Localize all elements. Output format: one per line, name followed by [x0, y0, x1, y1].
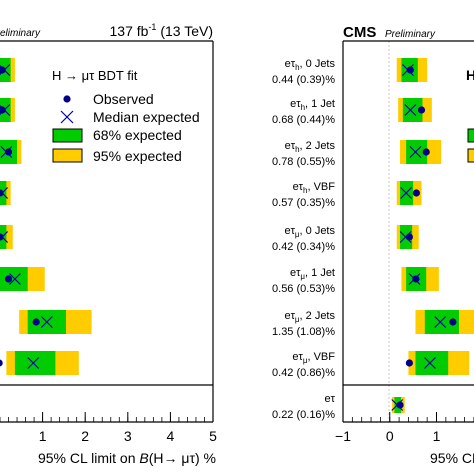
left-band68-5 — [0, 267, 28, 291]
left-median-5 — [8, 273, 21, 285]
left-tick-label-0: 1 — [39, 428, 47, 444]
left-legend: H → μτ BDT fit Observed Median expected … — [52, 68, 200, 164]
right-tick-label-2: 1 — [433, 428, 441, 444]
left-tick-label-4: 5 — [209, 428, 217, 444]
right-median-3 — [400, 187, 413, 199]
left-observed-4 — [0, 233, 4, 241]
legend-68-label: 68% expected — [93, 127, 182, 143]
right-observed-0 — [406, 66, 414, 74]
right-band68-7 — [415, 351, 449, 375]
right-observed-2 — [422, 148, 430, 156]
left-tick-label-3: 4 — [167, 428, 175, 444]
xlabel-b: B — [139, 450, 148, 466]
legend-95-swatch — [52, 148, 83, 163]
right-legend-title-fragment: H — [466, 67, 474, 83]
left-panel: 1 2 3 4 5 Preliminary 137 fb-1 (13 TeV) H → … — [0, 22, 217, 466]
left-lumi-label: 137 fb-1 (13 TeV) — [110, 22, 214, 39]
right-band68-2 — [406, 140, 428, 164]
legend-68-swatch — [52, 128, 83, 143]
left-axis-ticks: 1 2 3 4 5 — [0, 412, 217, 444]
category-name-1: eτh, 1 Jet — [290, 98, 335, 112]
xlabel-suffix: (H→ μτ) % — [149, 450, 216, 466]
category-name-4: eτμ, 0 Jets — [284, 225, 335, 239]
left-tick-label-2: 3 — [124, 428, 132, 444]
right-panel: eτh, 0 Jets 0.44 (0.39)% eτh, 1 Jet 0.68 (0… — [272, 24, 474, 466]
category-limit-5: 0.56 (0.53)% — [272, 283, 335, 295]
right-tick-label-0: −1 — [335, 428, 351, 444]
right-observed-4 — [405, 233, 413, 241]
right-category-labels: eτh, 0 Jets 0.44 (0.39)% eτh, 1 Jet 0.68 (0… — [272, 58, 336, 421]
left-observed-0 — [0, 66, 6, 74]
left-observed-6 — [32, 318, 40, 326]
left-median-6 — [40, 316, 53, 328]
category-limit-7: 0.42 (0.86)% — [272, 367, 335, 379]
right-observed-8 — [396, 401, 404, 409]
right-x-axis-label: 95% CL — [430, 450, 474, 466]
right-median-6 — [434, 316, 447, 328]
right-legend-68-swatch-fragment — [467, 128, 474, 143]
right-legend-95-swatch-fragment — [467, 148, 474, 163]
category-name-7: eτμ, VBF — [292, 351, 335, 365]
lumi-value: 137 fb — [110, 23, 149, 39]
xlabel-prefix: 95% CL limit on — [38, 450, 139, 466]
legend-95-label: 95% expected — [93, 148, 182, 164]
right-preliminary-label: Preliminary — [385, 29, 436, 40]
legend-median-marker — [60, 110, 74, 124]
category-limit-3: 0.57 (0.35)% — [272, 197, 335, 209]
left-tick-label-1: 2 — [81, 428, 89, 444]
left-preliminary-label: Preliminary — [0, 28, 41, 39]
left-observed-2 — [4, 148, 13, 156]
left-x-axis-label: 95% CL limit on B(H→ μτ) % — [38, 450, 216, 466]
right-band68-1 — [402, 98, 423, 122]
category-limit-2: 0.78 (0.55)% — [272, 156, 335, 168]
right-observed-7 — [405, 359, 413, 367]
category-name-8: eτ — [325, 393, 336, 405]
lumi-energy: (13 TeV) — [156, 23, 213, 39]
category-name-0: eτh, 0 Jets — [285, 58, 336, 72]
category-limit-4: 0.42 (0.34)% — [272, 241, 335, 253]
legend-title: H → μτ BDT fit — [52, 68, 138, 83]
right-observed-1 — [417, 106, 426, 114]
legend-median-label: Median expected — [93, 109, 200, 125]
right-observed-3 — [412, 189, 420, 197]
category-name-6: eτμ, 2 Jets — [284, 310, 335, 324]
lumi-exponent: -1 — [148, 22, 156, 32]
category-limit-1: 0.68 (0.44)% — [272, 114, 335, 126]
left-observed-3 — [0, 189, 4, 197]
category-name-5: eτμ, 1 Jet — [290, 267, 335, 281]
right-median-4 — [399, 231, 412, 243]
right-observed-5 — [412, 275, 420, 283]
category-limit-6: 1.35 (1.08)% — [272, 326, 335, 338]
left-observed-5 — [4, 275, 13, 283]
left-plot-marks — [0, 58, 92, 375]
left-observed-7 — [0, 359, 3, 367]
right-median-2 — [409, 146, 422, 158]
right-plot-marks — [391, 58, 474, 413]
legend-observed-label: Observed — [93, 91, 154, 107]
category-name-3: eτh, VBF — [293, 181, 336, 195]
category-limit-8: 0.22 (0.16)% — [272, 409, 335, 421]
cms-label: CMS — [343, 24, 376, 41]
legend-observed-marker — [63, 95, 71, 103]
right-observed-6 — [449, 318, 457, 326]
right-axis-ticks: −10123 — [335, 412, 474, 444]
right-median-1 — [404, 104, 417, 116]
left-median-7 — [27, 357, 40, 369]
category-limit-0: 0.44 (0.39)% — [272, 74, 335, 86]
category-name-2: eτh, 2 Jets — [285, 140, 336, 154]
left-observed-1 — [0, 106, 6, 114]
right-tick-label-1: 0 — [386, 428, 394, 444]
left-band68-7 — [14, 351, 56, 375]
right-median-7 — [424, 357, 436, 369]
